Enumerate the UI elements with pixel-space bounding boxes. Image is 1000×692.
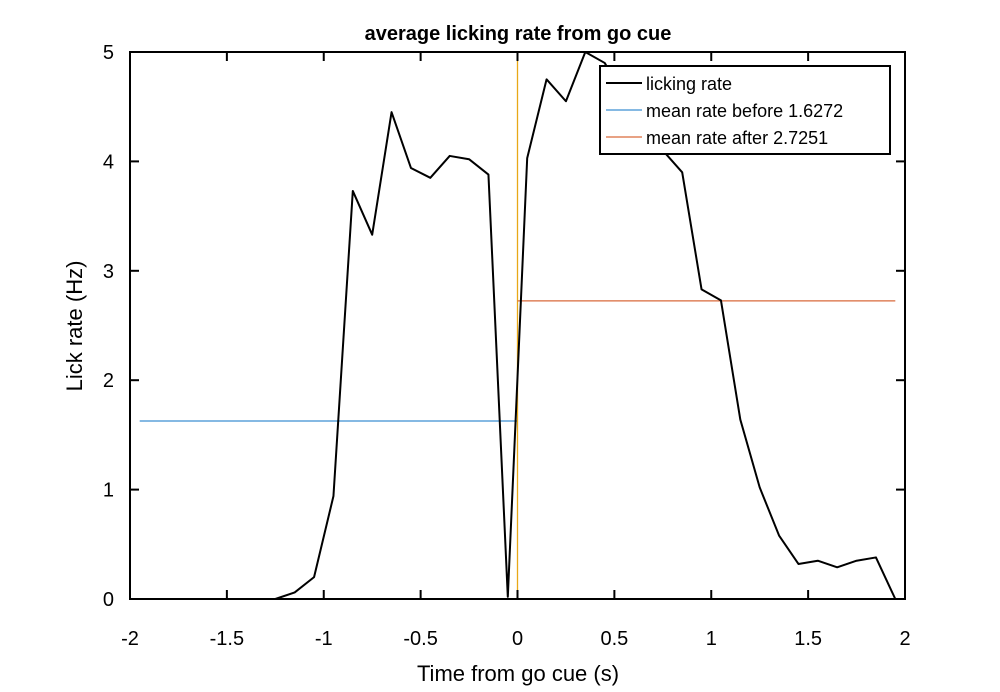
x-tick-label: -0.5 xyxy=(403,628,437,650)
legend-label-0: licking rate xyxy=(646,74,732,94)
y-axis-label: Lick rate (Hz) xyxy=(62,261,87,392)
x-tick-label: 0 xyxy=(512,628,523,650)
y-tick-label: 1 xyxy=(103,480,114,502)
x-tick-label: -1 xyxy=(315,628,333,650)
x-axis-label: Time from go cue (s) xyxy=(417,661,619,686)
legend-label-1: mean rate before 1.6272 xyxy=(646,101,843,121)
axes: -2 -1.5 -1 -0.5 0 0.5 1 1.5 2 0 1 2 3 4 5 xyxy=(103,42,911,650)
x-tick-label: 2 xyxy=(899,628,910,650)
x-tick-label: -2 xyxy=(121,628,139,650)
y-tick-label: 2 xyxy=(103,370,114,392)
legend-label-2: mean rate after 2.7251 xyxy=(646,128,828,148)
y-tick-label: 0 xyxy=(103,589,114,611)
x-tick-label: 0.5 xyxy=(600,628,628,650)
y-tick-label: 3 xyxy=(103,261,114,283)
legend: licking rate mean rate before 1.6272 mean … xyxy=(599,65,891,155)
y-tick-label: 4 xyxy=(103,151,114,173)
legend-box xyxy=(599,65,891,155)
y-tick-label: 5 xyxy=(103,42,114,64)
chart-title: average licking rate from go cue xyxy=(365,23,672,45)
x-tick-label: -1.5 xyxy=(210,628,244,650)
x-tick-label: 1.5 xyxy=(794,628,822,650)
x-tick-label: 1 xyxy=(706,628,717,650)
